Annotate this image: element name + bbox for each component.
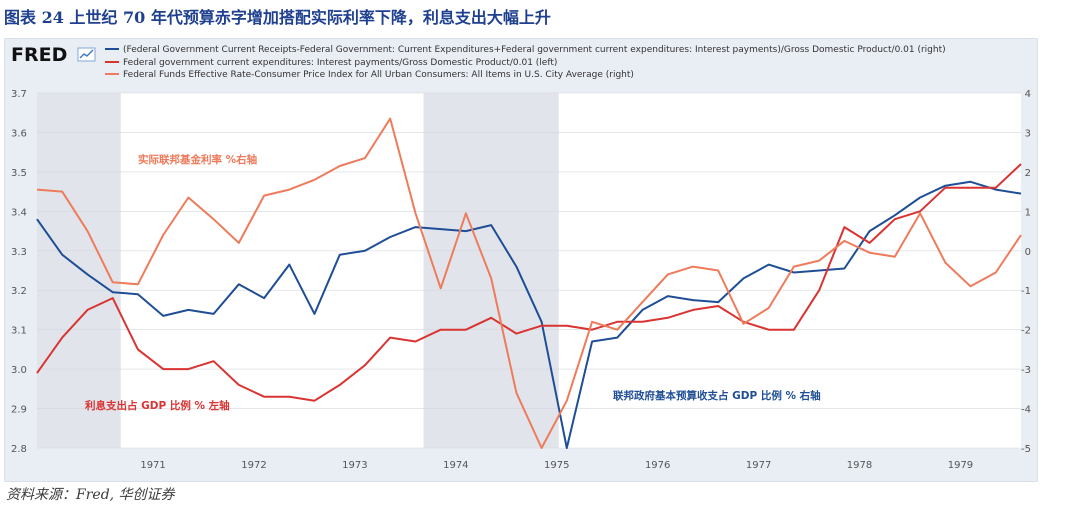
chart-frame: FRED (Federal Government Current Receipt… — [4, 38, 1038, 482]
series-line-red — [36, 163, 1022, 402]
y-left-tick-label: 3.3 — [11, 247, 27, 258]
x-tick-label: 1976 — [645, 460, 670, 471]
x-tick-label: 1977 — [746, 460, 771, 471]
y-left-tick-label: 3.1 — [11, 326, 27, 337]
legend: (Federal Government Current Receipts-Fed… — [105, 45, 946, 80]
source-note: 资料来源：Fred, 华创证券 — [6, 487, 175, 503]
x-tick-label: 1973 — [342, 460, 367, 471]
legend-entry: (Federal Government Current Receipts-Fed… — [123, 45, 946, 55]
y-right-tick-label: 4 — [1025, 89, 1031, 100]
legend-entry: Federal Funds Effective Rate-Consumer Pr… — [123, 70, 634, 80]
y-right-tick-label: 0 — [1025, 247, 1031, 258]
recession-band — [37, 93, 121, 448]
annotation-label: 实际联邦基金利率 %右轴 — [138, 153, 257, 166]
y-right-tick-label: -3 — [1021, 365, 1031, 376]
fred-logo: FRED — [11, 44, 96, 66]
y-left-tick-label: 2.8 — [11, 444, 27, 455]
y-left-tick-label: 3.6 — [11, 128, 27, 139]
y-left-tick-label: 2.9 — [11, 405, 27, 416]
x-tick-label: 1979 — [948, 460, 973, 471]
y-left-tick-label: 3.2 — [11, 286, 27, 297]
plot-area: 3.7 3.6 3.5 3.4 3.3 3.2 3.1 3.0 2.9 2.8 4 3 2 1 0 -1 -2 -… — [11, 89, 1031, 471]
figure-title: 图表 24 上世纪 70 年代预算赤字增加搭配实际利率下降，利息支出大幅上升 — [4, 8, 551, 27]
y-right-tick-label: 2 — [1025, 168, 1031, 179]
fred-logo-text: FRED — [11, 44, 67, 66]
x-tick-label: 1975 — [544, 460, 569, 471]
y-right-tick-label: -5 — [1021, 444, 1031, 455]
fred-chart: FRED (Federal Government Current Receipt… — [11, 44, 1031, 471]
legend-entry: Federal government current expenditures:… — [123, 58, 557, 68]
y-right-tick-label: 1 — [1025, 207, 1031, 218]
series-line-orange — [36, 117, 1022, 449]
x-tick-label: 1978 — [847, 460, 872, 471]
x-tick-label: 1974 — [443, 460, 468, 471]
y-left-tick-label: 3.5 — [11, 168, 27, 179]
y-left-tick-label: 3.4 — [11, 207, 27, 218]
y-right-tick-label: -4 — [1021, 405, 1031, 416]
x-tick-label: 1972 — [241, 460, 266, 471]
x-tick-label: 1971 — [140, 460, 165, 471]
fred-sparkline-icon — [77, 47, 96, 62]
y-right-tick-label: -2 — [1021, 326, 1031, 337]
recession-band — [423, 93, 559, 448]
y-right-tick-label: 3 — [1025, 128, 1031, 139]
annotation-label: 联邦政府基本预算收支占 GDP 比例 % 右轴 — [613, 389, 821, 402]
annotation-label: 利息支出占 GDP 比例 % 左轴 — [85, 399, 230, 412]
y-left-tick-label: 3.7 — [11, 89, 27, 100]
y-right-tick-label: -1 — [1021, 286, 1031, 297]
series-line-blue — [36, 180, 1022, 449]
y-left-tick-label: 3.0 — [11, 365, 27, 376]
